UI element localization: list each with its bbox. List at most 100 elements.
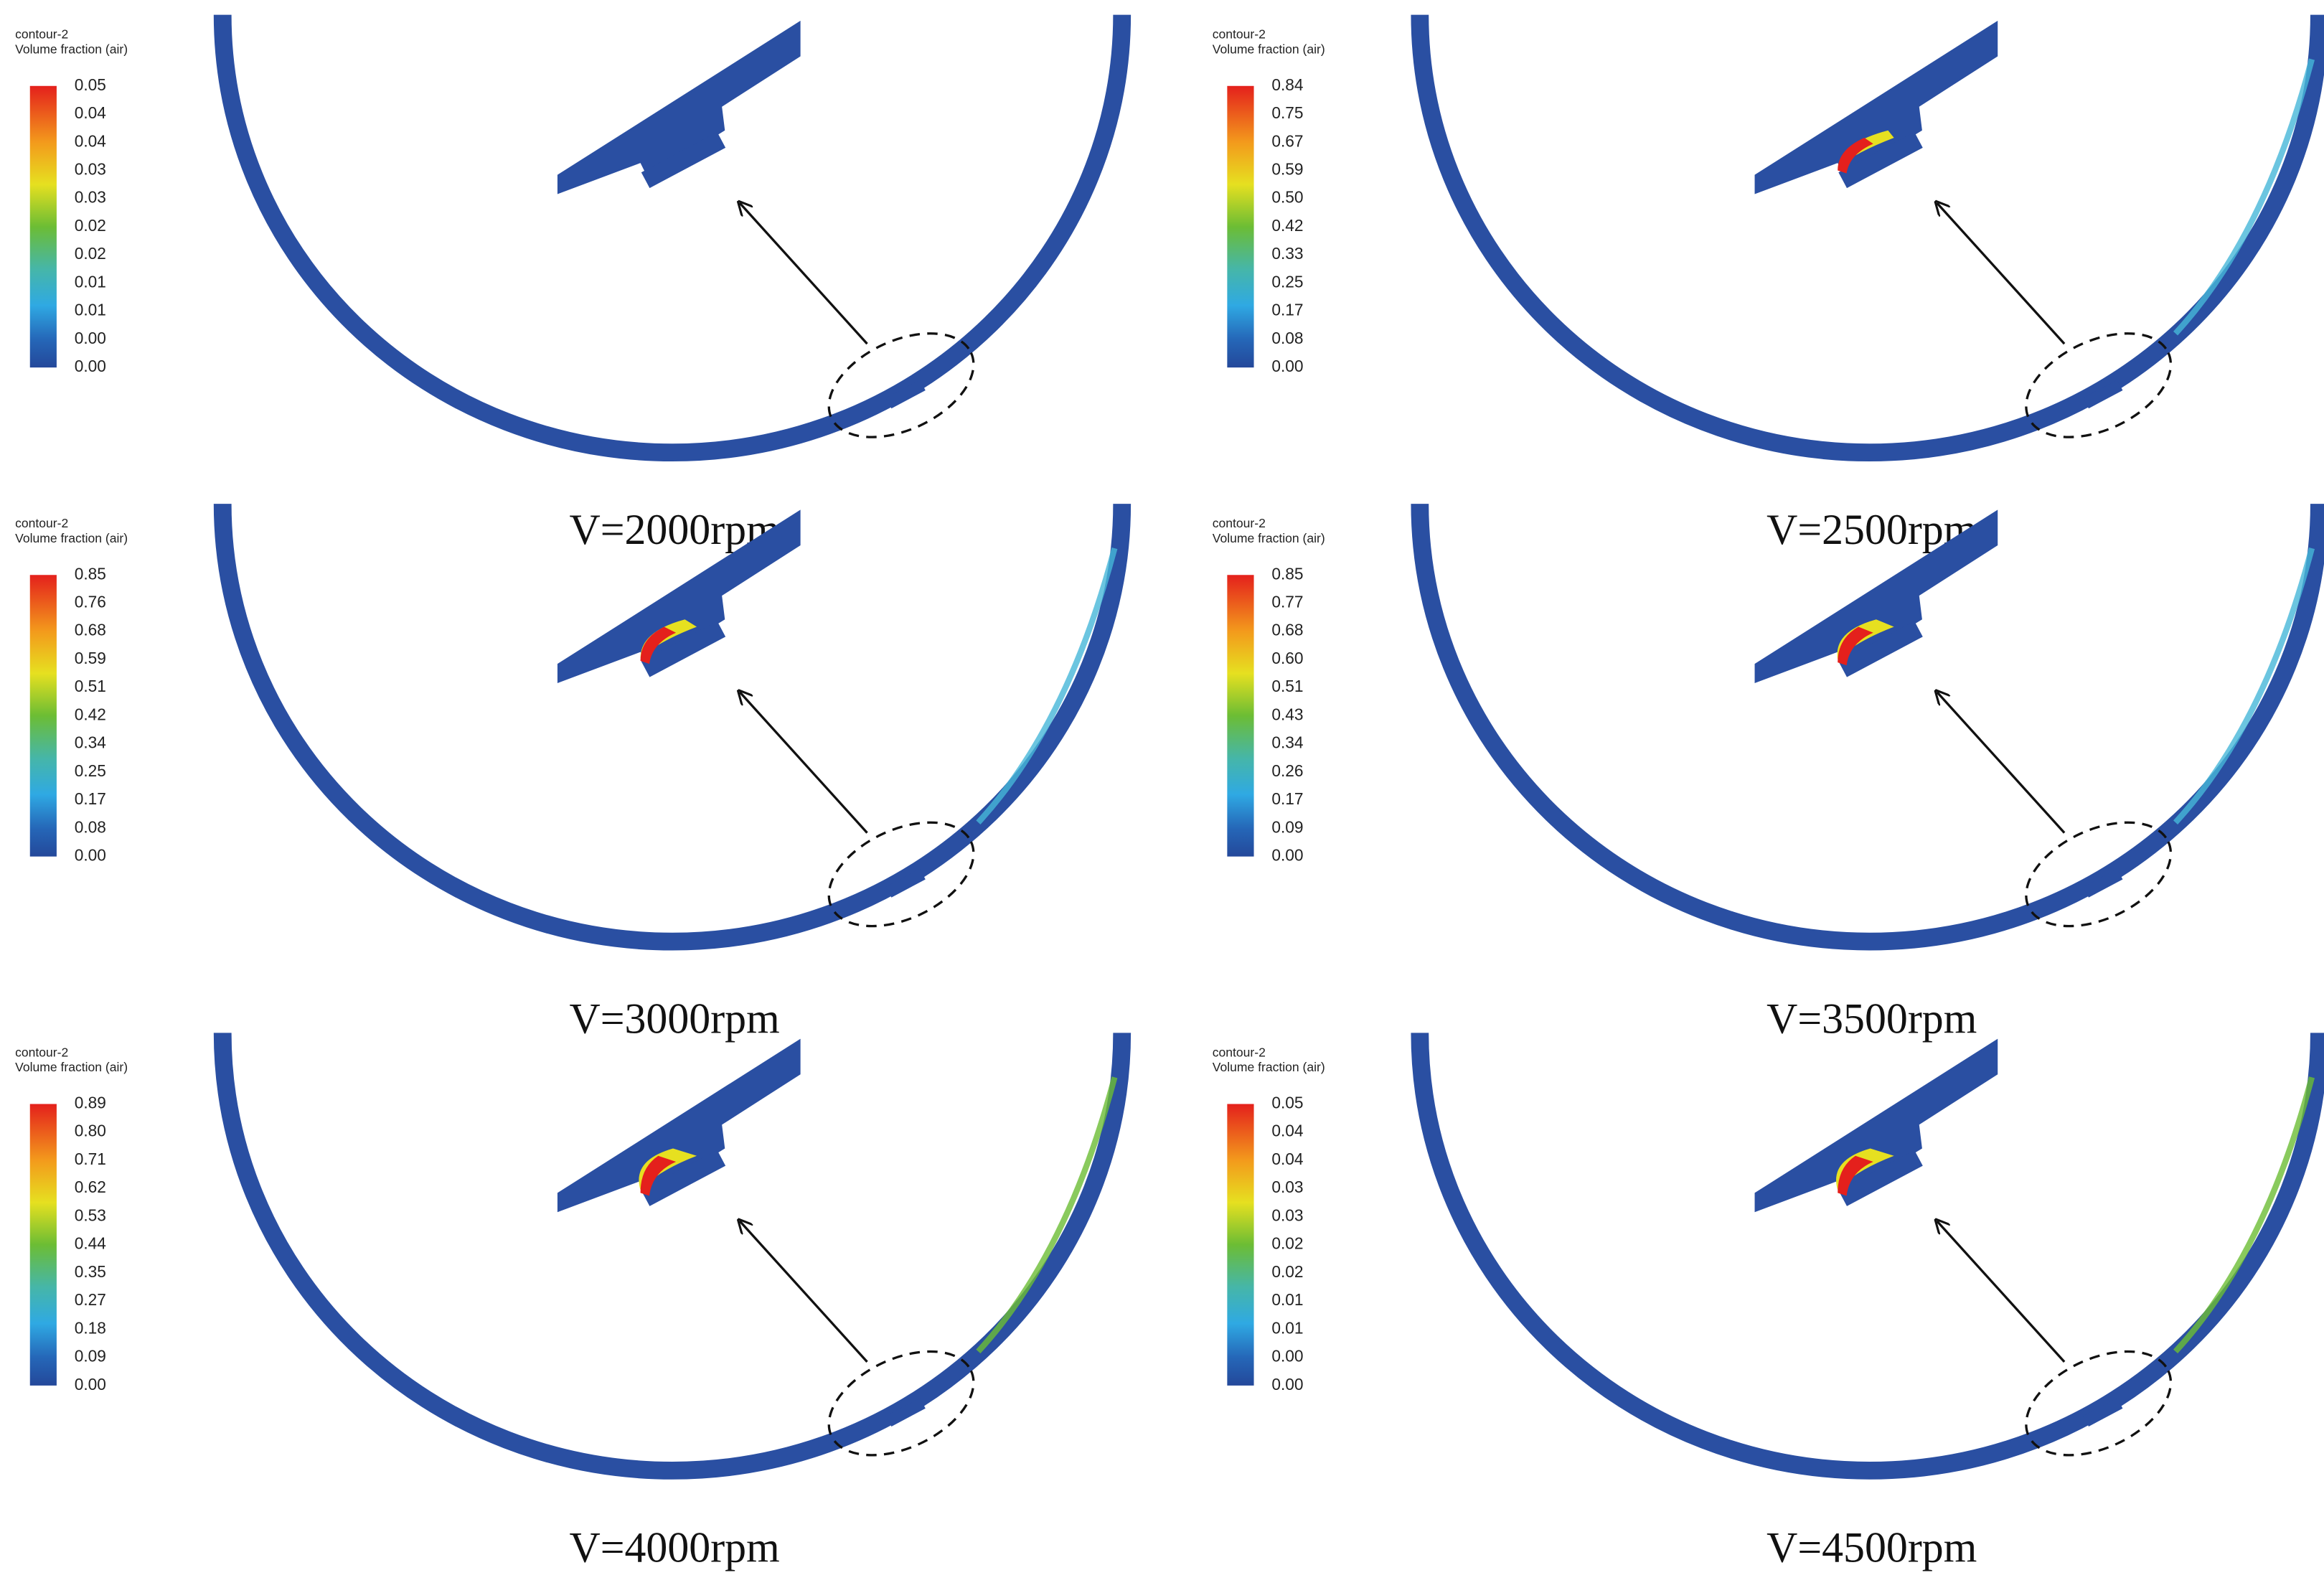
- inset-slot: [641, 1150, 726, 1206]
- legend-title: contour-2: [15, 27, 68, 42]
- colorbar-label: 0.01: [1271, 1318, 1303, 1337]
- caption: V=3000rpm: [569, 995, 779, 1042]
- colorbar-label: 0.02: [75, 216, 106, 235]
- inset-band: [557, 1038, 801, 1213]
- colorbar-label: 0.03: [75, 159, 106, 178]
- colorbar-label: 0.67: [1271, 131, 1303, 150]
- air-streak: [976, 548, 1118, 824]
- colorbar-label: 0.53: [75, 1206, 106, 1224]
- colorbar-label: 0.34: [1271, 733, 1303, 752]
- colorbar-label: 0.17: [1271, 789, 1303, 808]
- arrow: [1937, 203, 2066, 345]
- colorbar-label: 0.43: [1271, 705, 1303, 723]
- colorbar-label: 0.02: [1271, 1234, 1303, 1253]
- colorbar-label: 0.42: [75, 705, 106, 723]
- colorbar-label: 0.01: [75, 272, 106, 291]
- colorbar-label: 0.76: [75, 593, 106, 611]
- colorbar-label: 0.33: [1271, 244, 1303, 263]
- legend-title: contour-2: [15, 516, 68, 530]
- colorbar-label: 0.17: [75, 789, 106, 808]
- colorbar-label: 0.71: [75, 1150, 106, 1168]
- colorbar-label: 0.04: [75, 103, 106, 122]
- slot: [2083, 868, 2123, 898]
- ring: [1411, 14, 2324, 462]
- slot: [2083, 380, 2123, 409]
- colorbar-label: 0.05: [75, 75, 106, 94]
- colorbar-label: 0.68: [75, 621, 106, 639]
- colorbar: [29, 1104, 57, 1386]
- colorbar-label: 0.18: [75, 1318, 106, 1337]
- inset-band: [1754, 509, 1998, 684]
- colorbar-label: 0.51: [75, 677, 106, 695]
- ring: [213, 14, 1132, 462]
- colorbar-label: 0.50: [1271, 188, 1303, 207]
- colorbar-label: 0.75: [1271, 103, 1303, 122]
- inset-band: [1754, 1038, 1998, 1213]
- colorbar-label: 0.04: [1271, 1122, 1303, 1140]
- colorbar-label: 0.02: [75, 244, 106, 263]
- highlight-ellipse: [827, 1350, 975, 1457]
- colorbar-label: 0.34: [75, 733, 106, 752]
- colorbar: [1227, 85, 1254, 368]
- legend-title: contour-2: [1213, 27, 1266, 42]
- colorbar-label: 0.00: [1271, 357, 1303, 375]
- colorbar-label: 0.08: [1271, 329, 1303, 347]
- colorbar-label: 0.27: [75, 1290, 106, 1309]
- air-pocket: [1836, 1148, 1894, 1190]
- caption: V=4000rpm: [569, 1524, 779, 1571]
- colorbar-label: 0.01: [1271, 1290, 1303, 1309]
- inset-band: [557, 509, 801, 684]
- colorbar-label: 0.59: [1271, 159, 1303, 178]
- slot: [885, 380, 926, 409]
- colorbar-label: 0.04: [1271, 1150, 1303, 1168]
- colorbar-label: 0.03: [1271, 1206, 1303, 1224]
- ring: [213, 504, 1132, 951]
- colorbar-label: 0.85: [1271, 564, 1303, 583]
- colorbar-label: 0.77: [1271, 593, 1303, 611]
- inset-slot: [1838, 1150, 1923, 1206]
- colorbar-label: 0.80: [75, 1122, 106, 1140]
- colorbar-label: 0.42: [1271, 216, 1303, 235]
- air-streak: [2173, 1076, 2315, 1354]
- air-streak: [2173, 548, 2315, 824]
- air-streak: [2173, 58, 2315, 336]
- colorbar-label: 0.89: [75, 1094, 106, 1112]
- colorbar: [1227, 575, 1254, 857]
- air-streak: [976, 1076, 1118, 1354]
- air-pocket: [1838, 130, 1894, 168]
- colorbar: [29, 85, 57, 368]
- colorbar-label: 0.62: [75, 1178, 106, 1196]
- colorbar-label: 0.84: [1271, 75, 1303, 94]
- air-core: [1838, 138, 1873, 174]
- colorbar-label: 0.00: [1271, 1375, 1303, 1394]
- inset-slot: [1838, 131, 1923, 189]
- colorbar-label: 0.00: [75, 1375, 106, 1394]
- legend-subtitle: Volume fraction (air): [15, 531, 128, 545]
- colorbar-label: 0.03: [1271, 1178, 1303, 1196]
- air-pocket: [640, 619, 697, 658]
- highlight-ellipse: [2025, 332, 2173, 438]
- caption: V=3500rpm: [1766, 995, 1977, 1042]
- inset-slot: [641, 131, 726, 189]
- colorbar-label: 0.02: [1271, 1262, 1303, 1281]
- air-core: [1838, 626, 1873, 666]
- ring: [1411, 504, 2324, 951]
- inset-band: [557, 20, 801, 194]
- colorbar-label: 0.00: [1271, 1347, 1303, 1366]
- inset-slot: [1838, 621, 1923, 677]
- inset-slot: [641, 621, 726, 677]
- colorbar-label: 0.00: [75, 846, 106, 865]
- air-core: [640, 1155, 677, 1196]
- arrow: [740, 692, 868, 834]
- legend-subtitle: Volume fraction (air): [1213, 1060, 1325, 1074]
- colorbar-label: 0.09: [75, 1347, 106, 1366]
- colorbar-label: 0.51: [1271, 677, 1303, 695]
- air-pocket: [1837, 619, 1894, 659]
- slot: [885, 1398, 926, 1427]
